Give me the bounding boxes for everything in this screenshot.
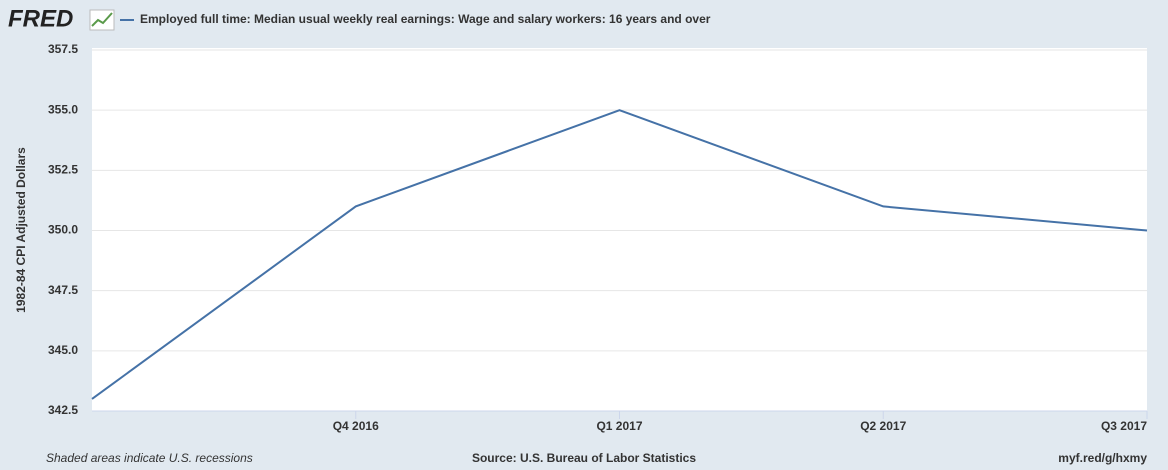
footer-note: Shaded areas indicate U.S. recessions	[46, 451, 253, 465]
logo-icon	[89, 9, 115, 31]
y-tick-label: 357.5	[48, 42, 78, 56]
series-line	[91, 109, 1148, 400]
y-tick-label: 347.5	[48, 283, 78, 297]
x-tick-label: Q2 2017	[860, 419, 906, 433]
y-tick-label: 350.0	[48, 223, 78, 237]
source: Source: U.S. Bureau of Labor Statistics	[472, 451, 696, 465]
y-tick-label: 355.0	[48, 102, 78, 116]
y-tick-label: 342.5	[48, 403, 78, 417]
x-tick-label: Q1 2017	[596, 419, 642, 433]
y-axis-label: 1982-84 CPI Adjusted Dollars	[14, 147, 28, 313]
x-tick-label: Q3 2017	[1101, 419, 1147, 433]
legend-label: Employed full time: Median usual weekly …	[140, 12, 711, 26]
link[interactable]: myf.red/g/hxmy	[1058, 451, 1147, 465]
x-tick-label: Q4 2016	[333, 419, 379, 433]
y-tick-label: 352.5	[48, 163, 78, 177]
logo: FRED	[8, 5, 73, 32]
y-tick-label: 345.0	[48, 343, 78, 357]
plot-area	[92, 48, 1147, 411]
